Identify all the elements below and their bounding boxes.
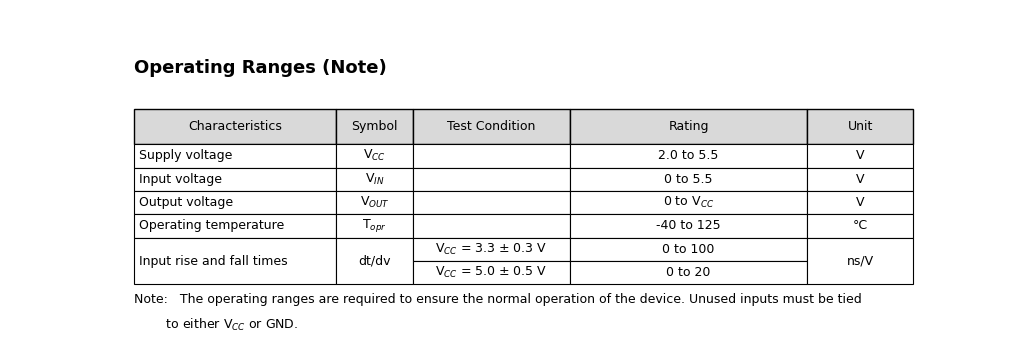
FancyBboxPatch shape (413, 109, 569, 144)
Text: Symbol: Symbol (352, 120, 398, 133)
Text: V$_{CC}$ = 3.3 ± 0.3 V: V$_{CC}$ = 3.3 ± 0.3 V (435, 242, 548, 257)
Text: Operating Ranges (Note): Operating Ranges (Note) (134, 59, 387, 76)
FancyBboxPatch shape (807, 109, 914, 144)
FancyBboxPatch shape (413, 144, 569, 167)
FancyBboxPatch shape (336, 238, 413, 284)
Text: Operating temperature: Operating temperature (139, 219, 284, 233)
FancyBboxPatch shape (413, 261, 569, 284)
Text: 2.0 to 5.5: 2.0 to 5.5 (658, 149, 718, 162)
FancyBboxPatch shape (336, 109, 413, 144)
Text: dt/dv: dt/dv (359, 254, 390, 268)
Text: Input rise and fall times: Input rise and fall times (139, 254, 287, 268)
Text: V$_{CC}$: V$_{CC}$ (363, 148, 386, 163)
FancyBboxPatch shape (569, 144, 807, 167)
Text: 0 to 5.5: 0 to 5.5 (664, 173, 712, 186)
Text: Supply voltage: Supply voltage (139, 149, 232, 162)
Text: V: V (856, 149, 865, 162)
FancyBboxPatch shape (134, 167, 336, 191)
Text: V$_{IN}$: V$_{IN}$ (365, 172, 384, 187)
Text: T$_{opr}$: T$_{opr}$ (362, 217, 387, 235)
FancyBboxPatch shape (336, 167, 413, 191)
FancyBboxPatch shape (336, 144, 413, 167)
FancyBboxPatch shape (336, 214, 413, 238)
FancyBboxPatch shape (134, 214, 336, 238)
FancyBboxPatch shape (413, 167, 569, 191)
FancyBboxPatch shape (134, 144, 336, 167)
Text: Unit: Unit (847, 120, 873, 133)
FancyBboxPatch shape (134, 109, 336, 144)
Text: 0 to 100: 0 to 100 (662, 243, 714, 256)
FancyBboxPatch shape (569, 214, 807, 238)
Text: 0 to 20: 0 to 20 (666, 266, 710, 279)
Text: V: V (856, 173, 865, 186)
FancyBboxPatch shape (413, 238, 569, 261)
FancyBboxPatch shape (569, 109, 807, 144)
FancyBboxPatch shape (807, 191, 914, 214)
Text: -40 to 125: -40 to 125 (656, 219, 721, 233)
FancyBboxPatch shape (413, 191, 569, 214)
FancyBboxPatch shape (807, 214, 914, 238)
FancyBboxPatch shape (336, 191, 413, 214)
Text: to either V$_{CC}$ or GND.: to either V$_{CC}$ or GND. (134, 317, 298, 333)
Text: V: V (856, 196, 865, 209)
FancyBboxPatch shape (569, 167, 807, 191)
FancyBboxPatch shape (807, 144, 914, 167)
FancyBboxPatch shape (413, 214, 569, 238)
FancyBboxPatch shape (569, 238, 807, 261)
Text: 0 to V$_{CC}$: 0 to V$_{CC}$ (663, 195, 714, 210)
FancyBboxPatch shape (569, 191, 807, 214)
Text: Output voltage: Output voltage (139, 196, 233, 209)
Text: V$_{OUT}$: V$_{OUT}$ (360, 195, 389, 210)
FancyBboxPatch shape (134, 238, 336, 284)
Text: Test Condition: Test Condition (447, 120, 536, 133)
FancyBboxPatch shape (807, 167, 914, 191)
Text: °C: °C (852, 219, 868, 233)
FancyBboxPatch shape (569, 261, 807, 284)
Text: Rating: Rating (668, 120, 709, 133)
Text: ns/V: ns/V (847, 254, 874, 268)
Text: Note:   The operating ranges are required to ensure the normal operation of the : Note: The operating ranges are required … (134, 294, 862, 306)
Text: Characteristics: Characteristics (188, 120, 282, 133)
Text: Input voltage: Input voltage (139, 173, 222, 186)
FancyBboxPatch shape (807, 238, 914, 284)
FancyBboxPatch shape (134, 191, 336, 214)
Text: V$_{CC}$ = 5.0 ± 0.5 V: V$_{CC}$ = 5.0 ± 0.5 V (435, 265, 548, 280)
